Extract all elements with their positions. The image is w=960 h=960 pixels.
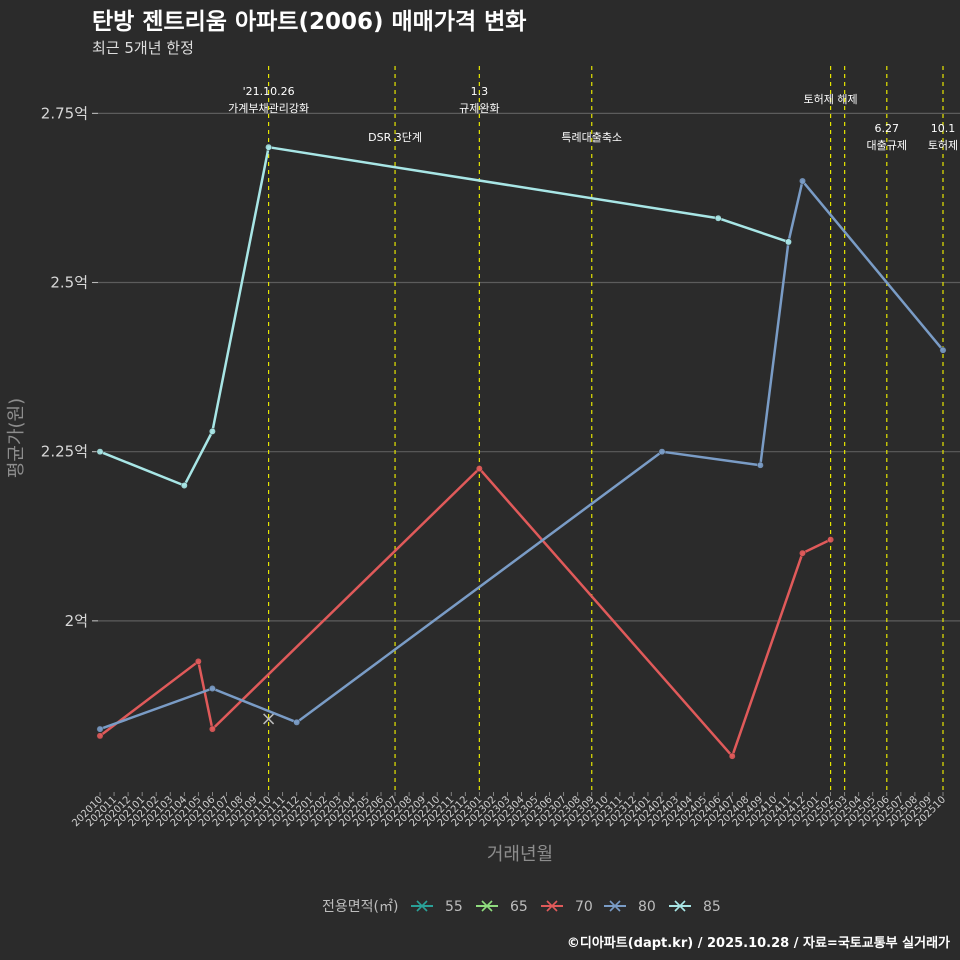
series-point-80 [293, 718, 301, 726]
event-annotation: 규제완화 [459, 102, 499, 115]
y-axis-ticks: 2억 2.25억 2.5억 2.75억 [41, 104, 98, 630]
event-annotation: 6.27 [875, 122, 900, 135]
legend-label-80: 80 [638, 899, 656, 915]
event-annotation: '21.10.26 [243, 85, 295, 98]
legend-key-marker-55 [416, 900, 428, 912]
gridlines [92, 112, 960, 622]
legend-key-marker-65 [481, 900, 493, 912]
series-point-70 [827, 536, 835, 544]
series-point-70 [96, 732, 104, 740]
event-annotation: 특례대출축소 [561, 131, 622, 144]
y-axis-title: 평균가(원) [6, 398, 27, 478]
series-point-65 [263, 713, 275, 725]
chart-subtitle: 최근 5개년 한정 [92, 39, 194, 57]
series-line-85 [99, 145, 789, 487]
series-point-80 [208, 685, 216, 692]
event-annotation: 토허제 [928, 139, 958, 152]
series-point-85 [785, 238, 792, 246]
legend-key-marker-85 [674, 900, 686, 912]
series-point-80 [96, 725, 104, 733]
series-point-70 [475, 465, 483, 473]
event-annotation: DSR 3단계 [368, 131, 422, 144]
y-tick-label: 2.25억 [41, 443, 88, 461]
chart-title: 탄방 젠트리움 아파트(2006) 매매가격 변화 [92, 9, 526, 35]
series-point-80 [756, 461, 764, 469]
chart-caption: ©디아파트(dapt.kr) / 2025.10.28 / 자료=국토교통부 실… [567, 935, 950, 951]
data-series [96, 143, 947, 760]
legend-title: 전용면적(㎡) [322, 899, 398, 915]
x-axis-ticks: 2020102020112020122021012021022021032021… [70, 792, 948, 829]
legend-label-65: 65 [510, 899, 528, 915]
legend-key-marker-70 [546, 900, 558, 912]
legend-key-marker-80 [609, 900, 621, 912]
series-line-80 [99, 179, 944, 731]
series-line-70 [99, 467, 832, 758]
event-annotation: 10.1 [931, 122, 956, 135]
legend-label-55: 55 [445, 899, 463, 915]
series-point-85 [96, 448, 104, 456]
y-tick-label: 2.5억 [50, 274, 88, 292]
series-point-85 [265, 143, 273, 151]
series-point-80 [939, 346, 947, 354]
event-annotation: 대출규제 [867, 139, 907, 152]
series-point-80 [658, 448, 666, 456]
series-point-70 [208, 725, 216, 733]
series-point-70 [799, 549, 806, 557]
series-point-85 [180, 482, 188, 489]
series-point-80 [799, 177, 806, 185]
legend-label-70: 70 [575, 899, 593, 915]
event-annotation: 토허제 해제 [804, 92, 858, 106]
series-point-85 [208, 427, 216, 435]
series-point-85 [714, 214, 722, 222]
x-axis-title: 거래년월 [487, 844, 553, 865]
series-point-70 [194, 657, 202, 665]
legend: 전용면적(㎡) 55 65 70 80 85 [322, 899, 721, 915]
legend-label-85: 85 [703, 899, 721, 915]
event-annotation: 가계부채관리강화 [228, 102, 309, 115]
y-tick-label: 2억 [65, 612, 88, 630]
series-point-70 [728, 752, 736, 760]
y-tick-label: 2.75억 [41, 104, 88, 122]
event-annotation: 1.3 [471, 85, 489, 98]
